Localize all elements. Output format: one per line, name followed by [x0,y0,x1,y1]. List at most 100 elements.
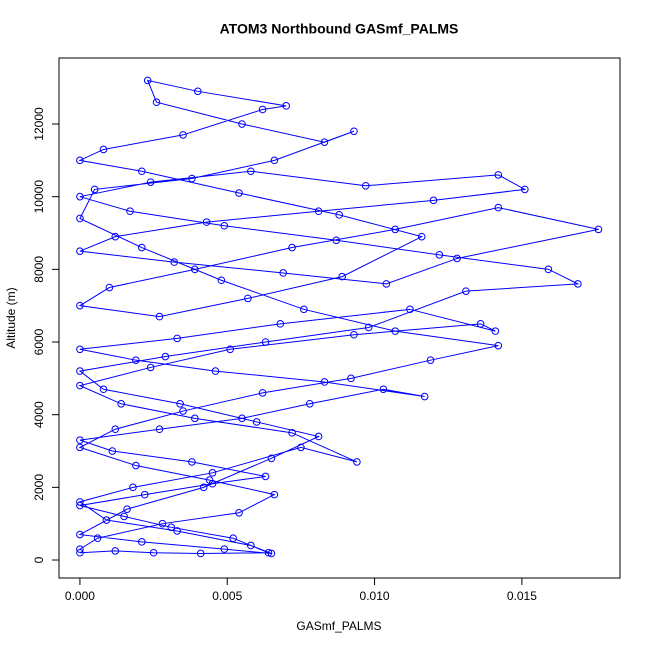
data-point [111,425,120,434]
data-point [247,541,255,550]
data-point [191,414,199,423]
data-point [238,414,246,423]
data-point [247,167,255,176]
data-point [264,548,273,557]
y-tick-label: 10000 [32,180,46,214]
y-tick-label: 0 [32,556,46,563]
data-point [143,76,152,85]
data-point [76,548,84,557]
y-axis-label: Altitude (m) [4,287,18,348]
data-point [462,287,470,295]
data-point [155,425,164,434]
data-point [353,458,361,466]
data-point [258,389,267,397]
data-point [282,102,290,110]
data-point [320,378,329,386]
data-point [476,320,485,328]
data-point [126,207,134,216]
data-point [170,258,179,266]
data-point [544,265,553,274]
data-point [173,527,181,535]
data-point [494,203,503,212]
data-point [76,501,84,510]
data-point [167,523,176,532]
data-point [123,505,131,513]
data-point [158,519,167,528]
data-point [173,334,181,343]
data-point [120,512,128,521]
data-point [382,280,391,288]
data-point [235,508,243,517]
data-point [406,305,414,314]
data-point [220,545,229,553]
data-point [76,443,84,452]
data-point [276,320,285,328]
data-point [205,476,214,484]
data-point [300,305,308,314]
data-point [76,367,84,375]
data-point [155,312,164,321]
data-point [435,251,444,259]
data-point [453,254,461,263]
data-point [261,338,270,346]
data-point [494,171,503,179]
data-point [93,534,102,543]
data-point [491,327,500,335]
data-point [229,534,237,543]
data-point [391,225,399,234]
data-point [76,345,84,354]
data-point [105,283,114,292]
data-point [211,367,220,375]
data-point [244,294,252,303]
data-point [117,399,125,408]
data-point [76,214,84,223]
data-point [179,407,187,415]
x-axis-label: GASmf_PALMS [296,619,381,633]
x-tick-label: 0.015 [507,589,537,603]
data-point [146,178,155,186]
data-point [379,385,388,394]
data-point [161,352,170,361]
data-point [199,483,208,492]
y-tick-label: 2000 [32,474,46,501]
data-point [193,87,202,96]
data-point [196,549,205,558]
x-tick-label: 0.010 [360,589,390,603]
data-point [235,189,243,197]
y-tick-label: 6000 [32,328,46,355]
data-point [108,447,117,455]
data-point [137,167,146,176]
data-point [420,392,429,401]
chart-title: ATOM3 Northbound GASmf_PALMS [220,21,459,37]
data-line [78,79,599,554]
data-point [149,548,158,557]
data-point [76,192,84,201]
data-point [350,127,358,136]
data-point [102,516,111,524]
data-point [137,243,146,252]
data-point [364,323,373,332]
data-point [132,356,140,364]
data-point [191,265,199,274]
data-point [132,461,140,470]
data-point [314,207,323,216]
data-point [152,98,161,107]
data-point [90,185,99,194]
data-point [76,545,84,553]
data-point [332,236,341,245]
data-point [350,330,358,339]
data-point [594,225,603,234]
data-point [137,538,146,546]
y-tick-label: 8000 [32,256,46,283]
x-tick-label: 0.005 [212,589,242,603]
data-point [76,436,84,444]
data-point [267,454,276,463]
data-point [99,385,108,394]
data-point [252,418,261,426]
data-point [391,327,399,335]
data-point [270,156,279,165]
data-point [129,483,137,492]
data-point [208,469,217,477]
data-point [426,356,435,364]
